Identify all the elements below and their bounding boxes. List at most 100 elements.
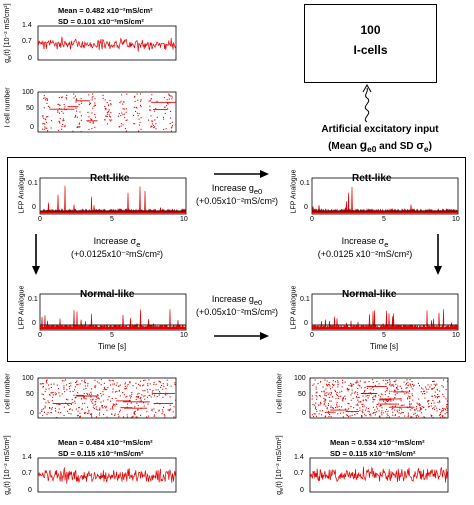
raster-dot [92,121,94,123]
raster-dot [168,409,170,411]
raster-dot [95,401,97,403]
raster-dot [63,119,65,121]
arrow-right-top [214,170,269,178]
raster-dot [117,413,119,415]
raster-dot [373,395,375,397]
raster-dot [70,385,72,387]
raster-dot [171,98,173,100]
raster-dot [112,403,114,405]
raster-dot [92,406,94,408]
raster-dot [169,404,171,406]
raster-dot [164,415,166,417]
raster-dot [312,384,314,386]
raster-dot [348,384,350,386]
raster-dot [313,383,315,385]
raster-dot [387,400,389,402]
raster-dot [403,381,405,383]
raster-dot [81,380,83,382]
raster-dot [119,384,121,386]
raster-dot [45,381,47,383]
raster-dot [140,396,142,398]
raster-dot [137,397,139,399]
raster-dot [428,406,430,408]
raster-dot [102,94,104,96]
raster-dot [92,93,94,95]
raster-dot [367,397,369,399]
raster-dot [106,111,108,113]
raster-dot [388,392,390,394]
raster-dot [103,389,105,391]
raster-dot [174,384,176,386]
raster-dot [354,391,356,393]
raster-dot [315,392,317,394]
raster-dot [75,99,77,101]
raster-dot [76,127,78,129]
raster-dot [140,117,142,119]
raster-dot [108,109,110,111]
raster-dot [108,396,110,398]
raster-dot [162,116,164,118]
raster-dot [84,397,86,399]
raster-dot [116,403,118,405]
raster-dot [392,414,394,416]
raster-dot [80,115,82,117]
raster-dot [406,392,408,394]
raster-dot [438,408,440,410]
raster-dot [150,109,152,111]
raster-dot [388,379,390,381]
raster-dot [344,381,346,383]
raster-dot [98,382,100,384]
raster-dot [122,114,124,116]
raster-dot [414,409,416,411]
raster-dot [421,412,423,414]
raster-dot [97,409,99,411]
raster-dot [108,114,110,116]
raster-dot [58,392,60,394]
raster-dot [317,383,319,385]
raster-dot [118,416,120,418]
raster-dot [401,387,403,389]
raster-dot [171,126,173,128]
raster-dot [79,416,81,418]
raster-dot [59,122,61,124]
raster-dot [401,408,403,410]
raster-dot [347,402,349,404]
xtick: 5 [110,216,114,223]
raster-dot [382,379,384,381]
raster-dot [82,397,84,399]
raster-dot [95,408,97,410]
raster-dot [434,408,436,410]
raster-dot [56,403,58,405]
raster-dot [424,390,426,392]
raster-dot [326,385,328,387]
raster-dot [63,406,65,408]
ytick: 100 [294,375,306,382]
raster-dot [134,413,136,415]
raster-dot [351,383,353,385]
raster-dot [164,112,166,114]
raster-dot [114,413,116,415]
raster-dot [379,396,381,398]
raster-dot [109,100,111,102]
raster-dot [42,386,44,388]
raster-dot [49,406,51,408]
raster-dot [138,113,140,115]
raster-dot [169,410,171,412]
raster-dot [107,105,109,107]
raster-dot [44,118,46,120]
raster-dot [106,123,108,125]
raster-dot [163,413,165,415]
raster-dot [154,126,156,128]
raster-dot [393,380,395,382]
raster-dot [376,408,378,410]
raster-dot [158,391,160,393]
raster-dot [359,401,361,403]
raster-dot [148,394,150,396]
raster-dot [442,407,444,409]
raster-dot [432,416,434,418]
raster-dot [63,388,65,390]
axis-frame [37,91,177,133]
raster-dot [164,416,166,418]
raster-dot [434,396,436,398]
raster-dot [173,406,175,408]
